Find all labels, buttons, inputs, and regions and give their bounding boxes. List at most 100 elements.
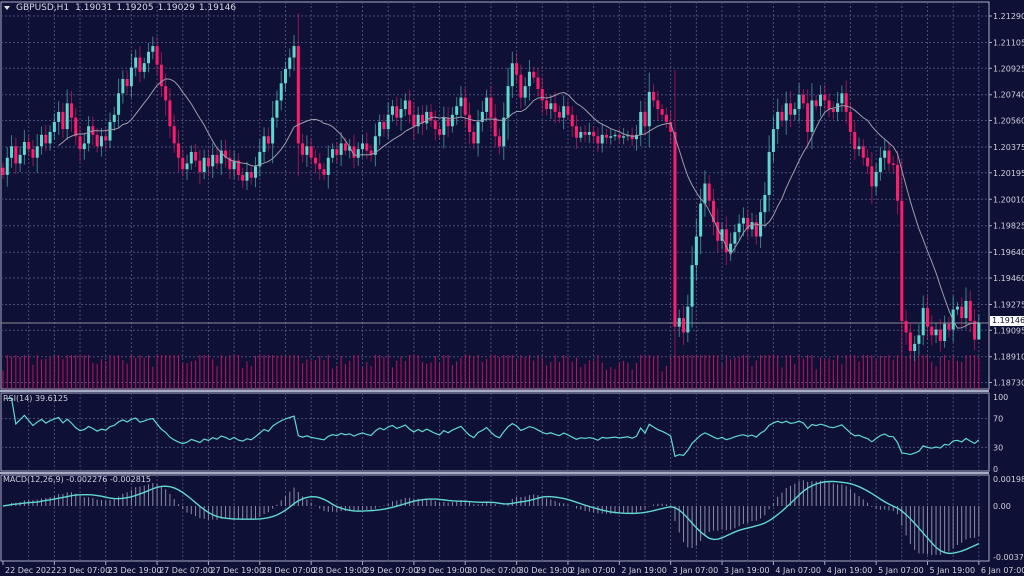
macd-tick-label: 0.001985: [993, 475, 1024, 484]
candle: [789, 91, 793, 128]
candle: [40, 126, 44, 155]
candle: [527, 59, 531, 101]
candle: [497, 128, 501, 155]
candle: [468, 102, 472, 145]
candle: [677, 309, 681, 337]
candle-body: [853, 131, 857, 150]
candle-body: [403, 100, 407, 110]
candle-body: [519, 74, 523, 98]
chart-header: GBPUSD,H1 1.19031 1.19205 1.19029 1.1914…: [4, 3, 236, 13]
candle-body: [44, 134, 48, 144]
candle: [335, 141, 339, 164]
candle-body: [194, 152, 198, 161]
candle-body: [823, 94, 827, 101]
candle-body: [630, 134, 634, 140]
candle-body: [746, 217, 750, 230]
candle: [31, 139, 35, 166]
candle: [87, 116, 91, 152]
candle-body: [202, 157, 206, 173]
candle-body: [425, 111, 429, 124]
candle: [716, 208, 720, 253]
candle: [318, 152, 322, 180]
candle: [181, 149, 185, 177]
candle-body: [399, 109, 403, 118]
candle: [750, 212, 754, 237]
candle-body: [497, 136, 501, 147]
candle: [339, 132, 343, 167]
candle-body: [617, 134, 621, 138]
candle: [35, 133, 39, 173]
candle-body: [27, 141, 31, 150]
candle: [955, 302, 959, 315]
candle-body: [69, 103, 73, 118]
candle-body: [309, 146, 313, 158]
candle-body: [720, 229, 724, 241]
candle: [652, 84, 656, 108]
candle-body: [433, 120, 437, 130]
candle-body: [737, 223, 741, 233]
candle-body: [168, 100, 172, 127]
rsi-tick-label: 70: [993, 415, 1003, 424]
candle-body: [913, 343, 917, 352]
candle: [686, 294, 690, 343]
candle-body: [609, 136, 613, 138]
candle-body: [10, 146, 14, 158]
candle-body: [818, 94, 822, 107]
candle-body: [754, 222, 758, 237]
candle: [348, 138, 352, 159]
time-tick-label: 27 Dec 19:00: [210, 566, 264, 575]
candle: [202, 149, 206, 180]
candle: [583, 125, 587, 143]
candle-body: [408, 100, 412, 115]
candle-body: [74, 117, 78, 137]
candle: [647, 72, 651, 148]
candle: [57, 101, 61, 135]
time-tick-label: 22 Dec 2022: [5, 566, 56, 575]
candle-body: [857, 146, 861, 150]
candle: [390, 99, 394, 122]
candle-body: [729, 243, 733, 253]
candle-body: [707, 183, 711, 201]
candle: [930, 315, 934, 346]
price-tick-label: 1.19275: [993, 300, 1024, 309]
candle-body: [733, 232, 737, 244]
candle: [438, 123, 442, 140]
candle: [883, 139, 887, 170]
candle-body: [831, 109, 835, 112]
candle: [682, 305, 686, 346]
candle-body: [686, 306, 690, 333]
candle-body: [656, 100, 660, 110]
candle: [241, 167, 245, 189]
candle-body: [673, 131, 677, 327]
candle-body: [741, 217, 745, 224]
candle: [536, 68, 540, 97]
candle-body: [947, 323, 951, 330]
candle: [707, 175, 711, 208]
price-tick-label: 1.19460: [993, 274, 1024, 283]
candle: [44, 125, 48, 152]
candle: [669, 111, 673, 144]
candle-body: [604, 134, 608, 138]
candle-body: [549, 103, 553, 110]
candle: [480, 101, 484, 132]
candle: [570, 105, 574, 137]
candle: [660, 104, 664, 120]
candle-body: [224, 150, 228, 158]
dropdown-triangle-icon[interactable]: [4, 6, 10, 10]
candle: [964, 287, 968, 329]
candle-body: [527, 71, 531, 87]
candle: [292, 34, 296, 71]
candle: [134, 49, 138, 77]
candle-body: [592, 131, 596, 137]
candle: [575, 115, 579, 149]
candle-body: [480, 111, 484, 122]
candle-body: [634, 134, 638, 140]
candle-body: [211, 154, 215, 167]
candle-body: [172, 126, 176, 144]
candle: [309, 138, 313, 165]
candle: [814, 95, 818, 111]
candle: [408, 89, 412, 124]
candle: [249, 166, 253, 185]
candle-body: [463, 97, 467, 115]
